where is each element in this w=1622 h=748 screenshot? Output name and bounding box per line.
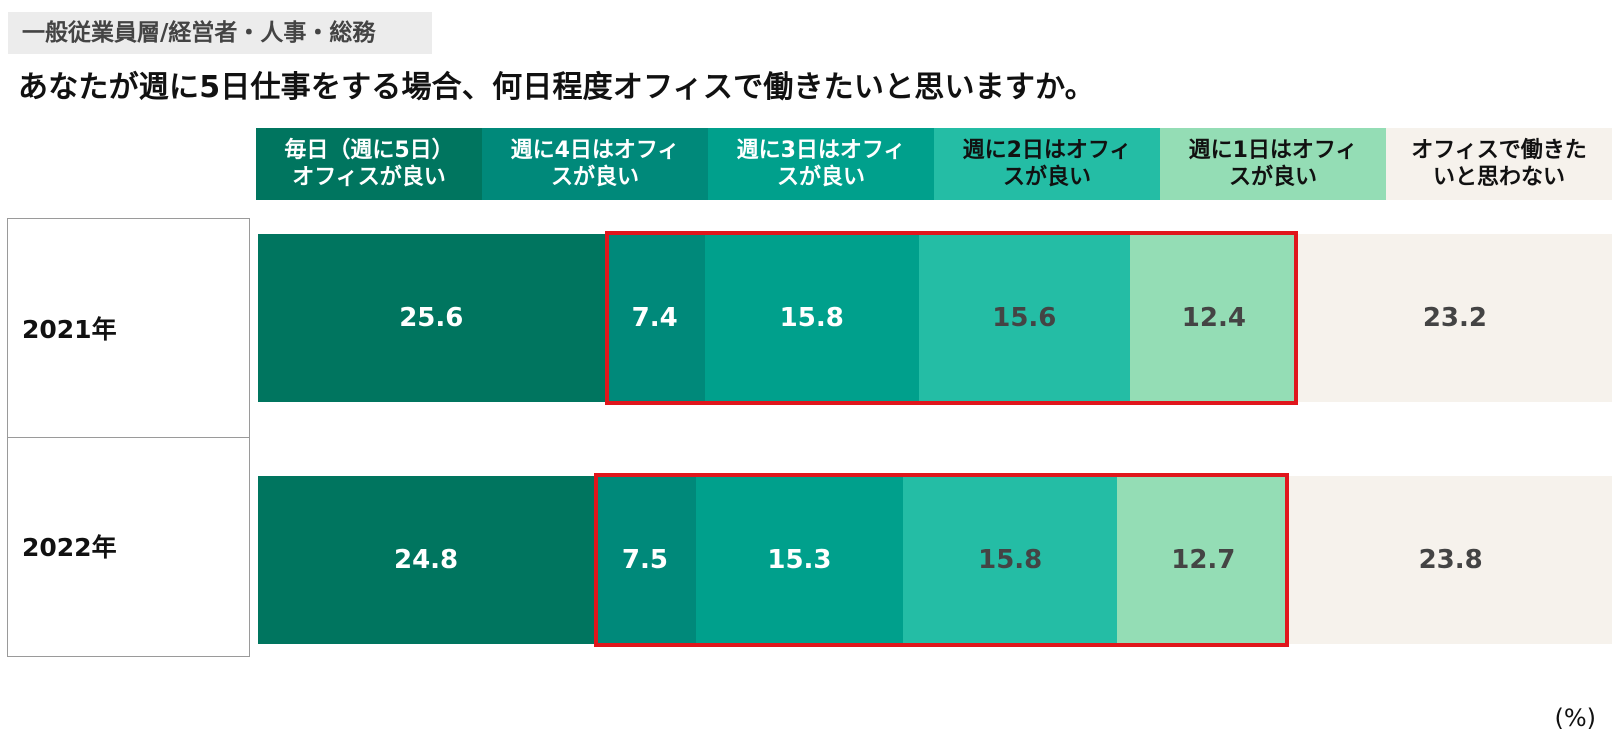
row-label-box-2021 [7,218,250,438]
data-label: 12.7 [1171,545,1236,575]
legend-item-4: 週に2日はオフィ スが良い [934,128,1160,200]
data-label: 12.4 [1181,303,1246,333]
row-label-2022: 2022年 [22,533,117,562]
bar-segment-2-1: 24.8 [258,476,595,644]
legend-item-2: 週に4日はオフィ スが良い [482,128,708,200]
row-label-2021: 2021年 [22,315,117,344]
bar-segment-2-3: 15.3 [695,476,904,644]
row-label-box-2022 [7,437,250,657]
bar-2021: 25.6 7.4 15.8 15.6 12.4 23.2 [258,234,1612,402]
data-label: 7.4 [631,303,678,333]
legend: 毎日（週に5日） オフィスが良い 週に4日はオフィ スが良い 週に3日はオフィ スが… [256,128,1612,200]
unit-label: (%) [1554,704,1596,732]
bar-segment-2-6: 23.8 [1289,476,1612,644]
data-label: 15.6 [992,303,1057,333]
data-label: 15.8 [779,303,844,333]
data-label: 23.2 [1422,303,1487,333]
bar-segment-1-3: 15.8 [704,234,919,402]
legend-item-5: 週に1日はオフィ スが良い [1160,128,1386,200]
bar-2022: 24.8 7.5 15.3 15.8 12.7 23.8 [258,476,1612,644]
data-label: 15.3 [767,545,832,575]
bar-segment-2-4: 15.8 [903,476,1118,644]
bar-segment-1-4: 15.6 [918,234,1130,402]
data-label: 7.5 [621,545,668,575]
bar-segment-2-2: 7.5 [594,476,696,644]
bar-segment-2-5: 12.7 [1117,476,1290,644]
data-label: 25.6 [399,303,464,333]
legend-item-1: 毎日（週に5日） オフィスが良い [256,128,482,200]
data-label: 23.8 [1418,545,1483,575]
legend-item-3: 週に3日はオフィ スが良い [708,128,934,200]
question-title: あなたが週に5日仕事をする場合、何日程度オフィスで働きたいと思いますか。 [18,70,1095,105]
bar-segment-1-2: 7.4 [604,234,705,402]
data-label: 24.8 [393,545,459,575]
data-label: 15.8 [978,545,1043,575]
bar-segment-1-1: 25.6 [258,234,605,402]
legend-item-6: オフィスで働きた いと思わない [1386,128,1612,200]
segment-tag: 一般従業員層/経営者・人事・総務 [8,12,432,54]
bar-segment-1-6: 23.2 [1297,234,1612,402]
bar-segment-1-5: 12.4 [1129,234,1298,402]
